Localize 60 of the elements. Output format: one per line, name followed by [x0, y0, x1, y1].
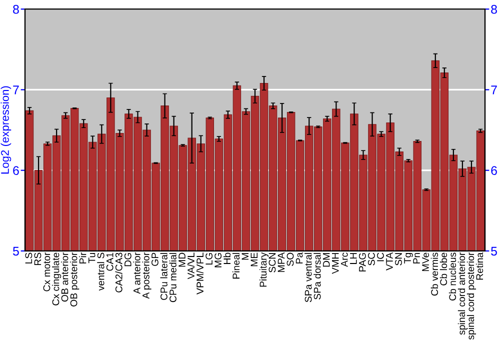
x-tick-label: VA/VL [187, 252, 194, 280]
x-tick-label: CA1 [106, 252, 114, 271]
x-tick-label: Cx motor [43, 252, 50, 292]
x-tick-label: ventral S [97, 252, 104, 291]
x-tick-label: MG [214, 253, 222, 268]
x-tick-label: SO [286, 252, 294, 266]
x-tick-label: spinal cord posterior [466, 252, 476, 340]
y-tick-label: 7 [13, 86, 19, 94]
x-tick-label: Cx cingulate [52, 252, 62, 306]
x-tick-label: A anterior [133, 252, 140, 294]
x-tick-label: Cb lobe [440, 252, 448, 286]
x-tick-label: Arc [341, 252, 348, 267]
x-tick-label: CA2/CA3 [115, 252, 122, 292]
x-tick-label: LS [25, 252, 32, 264]
x-tick-label: Hb [223, 252, 231, 264]
x-tick-label: Pir [79, 252, 86, 264]
x-tick-label: CPu medial [169, 252, 176, 302]
x-tick-label: M [242, 253, 248, 260]
x-tick-label: Pa [296, 252, 303, 264]
y2-tick-label: 8 [491, 4, 497, 14]
x-tick-label: Cb vermis [430, 252, 438, 296]
y2-tick-label: 6 [491, 166, 497, 175]
y-tick-label: 8 [13, 4, 19, 14]
x-tick-label: PAG [358, 253, 366, 272]
y2-tick-label: 7 [491, 86, 497, 94]
x-tick-label: SC [368, 252, 375, 266]
x-tick-label: RS [34, 252, 42, 266]
x-tick-label: VTA [386, 252, 393, 270]
x-tick-label: MD [178, 252, 186, 267]
y-tick-label: 5 [12, 246, 19, 256]
x-tick-label: SPa dorsal [314, 252, 321, 300]
y-tick-label: 6 [13, 166, 19, 175]
x-tick-label: DG [124, 253, 132, 266]
x-tick-label: Retina [476, 252, 484, 280]
x-tick-label: VMH [332, 253, 339, 274]
x-tick-label: spinal cord anterior [458, 252, 467, 335]
x-tick-label: OB posterior [70, 252, 80, 306]
x-tick-label: Pn [413, 252, 420, 264]
x-tick-label: Pineal [232, 252, 240, 279]
x-tick-label: MPA [278, 252, 285, 272]
y2-tick-label: 5 [491, 246, 497, 256]
x-tick-label: VPM/VPL [196, 252, 204, 294]
x-tick-label: DM [322, 253, 330, 267]
x-tick-label: Pituitary [259, 252, 269, 287]
x-tick-label: GP [152, 252, 158, 266]
x-tick-label: IC [377, 252, 384, 262]
x-tick-label: MVe [422, 252, 429, 271]
x-tick-label: A posterior [142, 252, 152, 299]
x-tick-label: SPa ventral [304, 252, 312, 302]
x-tick-label: SCN [268, 253, 276, 272]
x-tick-label: SN [395, 253, 402, 266]
y-axis-title: Log2 (expression) [0, 86, 12, 174]
x-tick-label: CPu lateral [160, 252, 168, 300]
x-tick-label: ME [250, 252, 258, 266]
x-tick-label: LG [206, 253, 213, 265]
x-tick-label: OB anterior [61, 252, 68, 302]
x-tick-label: Tu [88, 252, 96, 264]
x-tick-label: Cb nucleus [448, 252, 456, 300]
x-tick-label: Tg [404, 252, 413, 264]
x-tick-label: LH [350, 253, 357, 264]
